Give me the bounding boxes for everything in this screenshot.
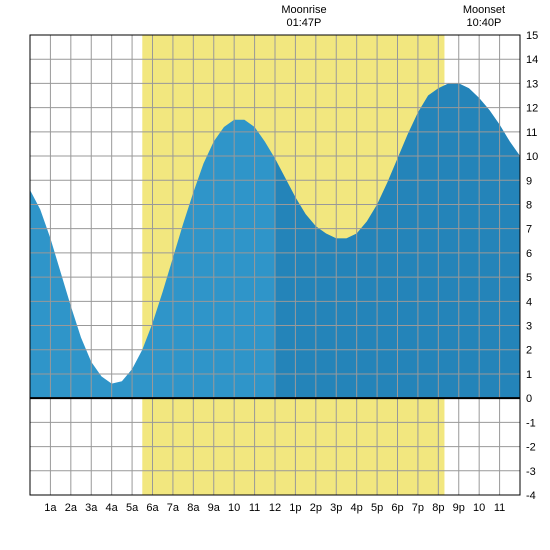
- svg-text:-2: -2: [526, 442, 536, 454]
- svg-text:12: 12: [269, 502, 281, 514]
- svg-text:3p: 3p: [330, 502, 342, 514]
- svg-text:6a: 6a: [146, 502, 159, 514]
- moonrise-annotation: Moonrise 01:47P: [281, 4, 326, 30]
- svg-text:4a: 4a: [106, 502, 119, 514]
- svg-text:4p: 4p: [351, 502, 363, 514]
- svg-text:5: 5: [526, 272, 532, 284]
- svg-text:11: 11: [526, 127, 537, 139]
- moonrise-time: 01:47P: [281, 17, 326, 30]
- svg-text:10: 10: [526, 151, 538, 163]
- moonrise-label: Moonrise: [281, 4, 326, 17]
- svg-text:2p: 2p: [310, 502, 322, 514]
- svg-text:11: 11: [494, 502, 505, 514]
- svg-text:13: 13: [526, 78, 538, 90]
- chart-canvas: -4-3-2-101234567891011121314151a2a3a4a5a…: [0, 0, 550, 550]
- svg-text:8a: 8a: [187, 502, 200, 514]
- svg-text:10: 10: [228, 502, 240, 514]
- svg-text:15: 15: [526, 30, 538, 42]
- svg-text:1: 1: [526, 369, 532, 381]
- svg-text:8p: 8p: [432, 502, 444, 514]
- svg-text:9a: 9a: [208, 502, 221, 514]
- svg-text:0: 0: [526, 393, 532, 405]
- svg-text:12: 12: [526, 103, 538, 115]
- svg-text:1a: 1a: [44, 502, 57, 514]
- svg-text:7p: 7p: [412, 502, 424, 514]
- moonset-time: 10:40P: [463, 17, 505, 30]
- svg-text:2: 2: [526, 345, 532, 357]
- moonset-annotation: Moonset 10:40P: [463, 4, 505, 30]
- svg-text:-3: -3: [526, 466, 536, 478]
- svg-text:14: 14: [526, 54, 538, 66]
- svg-text:-4: -4: [526, 490, 536, 502]
- svg-text:1p: 1p: [289, 502, 301, 514]
- tide-chart: -4-3-2-101234567891011121314151a2a3a4a5a…: [0, 0, 550, 550]
- moonset-label: Moonset: [463, 4, 505, 17]
- svg-text:11: 11: [249, 502, 260, 514]
- svg-text:8: 8: [526, 199, 532, 211]
- svg-text:7: 7: [526, 224, 532, 236]
- svg-text:6p: 6p: [391, 502, 403, 514]
- svg-text:2a: 2a: [65, 502, 78, 514]
- svg-text:9p: 9p: [453, 502, 465, 514]
- svg-text:5p: 5p: [371, 502, 383, 514]
- svg-text:9: 9: [526, 175, 532, 187]
- svg-text:3a: 3a: [85, 502, 98, 514]
- svg-text:-1: -1: [526, 417, 536, 429]
- svg-text:10: 10: [473, 502, 485, 514]
- svg-text:4: 4: [526, 296, 532, 308]
- svg-text:5a: 5a: [126, 502, 139, 514]
- svg-text:7a: 7a: [167, 502, 180, 514]
- svg-text:6: 6: [526, 248, 532, 260]
- svg-text:3: 3: [526, 321, 532, 333]
